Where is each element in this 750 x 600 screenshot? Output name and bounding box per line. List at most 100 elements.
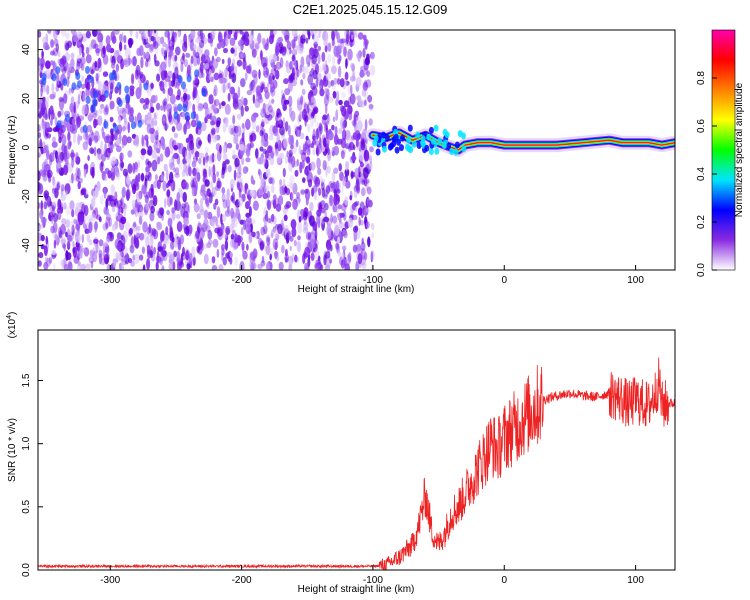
- noise-blob: [116, 232, 122, 240]
- noise-blob: [169, 171, 174, 184]
- noise-blob: [261, 37, 266, 46]
- noise-blob: [121, 153, 125, 160]
- noise-blob: [341, 184, 344, 196]
- noise-blob: [327, 53, 332, 64]
- noise-blob: [317, 72, 322, 82]
- noise-blob: [60, 83, 64, 91]
- noise-blob: [367, 236, 371, 248]
- noise-blob: [275, 203, 282, 212]
- noise-blob: [88, 75, 93, 84]
- noise-blob: [79, 90, 82, 97]
- noise-blob: [93, 130, 100, 142]
- noise-blob: [125, 189, 130, 201]
- noise-blob: [350, 75, 356, 82]
- noise-blob: [93, 43, 99, 50]
- noise-blob: [43, 245, 48, 257]
- noise-blob: [349, 37, 355, 47]
- noise-blob: [216, 180, 222, 189]
- noise-blob: [208, 60, 213, 72]
- noise-blob: [323, 254, 327, 266]
- noise-blob: [208, 136, 212, 145]
- noise-blob: [57, 51, 61, 58]
- noise-blob: [106, 263, 111, 270]
- noise-blob: [245, 148, 251, 157]
- noise-blob: [177, 31, 181, 38]
- noise-blob: [268, 54, 275, 64]
- noise-blob: [195, 37, 201, 44]
- noise-blob: [335, 109, 339, 121]
- noise-blob: [129, 88, 135, 97]
- noise-blob: [270, 68, 277, 76]
- chart-title: C2E1.2025.045.15.12.G09: [293, 2, 448, 17]
- noise-blob: [255, 85, 262, 96]
- noise-blob: [171, 209, 176, 221]
- noise-blob: [310, 96, 315, 103]
- noise-blob: [93, 135, 99, 144]
- noise-blob: [302, 227, 309, 234]
- noise-blob: [313, 41, 318, 49]
- noise-blob: [120, 198, 123, 206]
- noise-blob: [132, 221, 137, 228]
- noise-blob: [319, 30, 322, 34]
- noise-blob: [173, 152, 179, 160]
- noise-blob: [311, 86, 318, 96]
- noise-blob: [102, 45, 106, 55]
- noise-blob: [305, 37, 309, 44]
- noise-blob: [71, 82, 77, 91]
- noise-blob: [162, 41, 167, 47]
- noise-blob: [45, 235, 49, 245]
- noise-blob: [181, 179, 187, 190]
- noise-blob: [129, 85, 135, 91]
- noise-blob: [76, 113, 80, 123]
- noise-blob: [40, 93, 43, 102]
- noise-blob: [275, 46, 280, 57]
- noise-blob: [369, 51, 375, 60]
- noise-blob: [326, 224, 332, 237]
- noise-blob: [216, 42, 222, 50]
- noise-blob: [317, 45, 321, 52]
- y-tick-label: 1.0: [21, 436, 32, 450]
- noise-blob: [142, 30, 149, 40]
- noise-blob: [152, 111, 159, 122]
- noise-blob: [53, 262, 56, 270]
- noise-blob: [70, 149, 75, 161]
- noise-blob: [307, 138, 311, 148]
- noise-blob: [222, 233, 228, 239]
- noise-blob: [367, 199, 373, 208]
- noise-blob: [63, 93, 68, 104]
- noise-blob: [213, 154, 217, 163]
- noise-blob: [192, 103, 196, 114]
- noise-blob: [118, 204, 122, 213]
- noise-blob: [312, 184, 318, 194]
- noise-blob: [97, 57, 102, 69]
- noise-blob: [238, 163, 242, 176]
- noise-blob: [62, 164, 69, 176]
- signal-blob: [396, 138, 401, 146]
- noise-blob: [252, 200, 259, 211]
- noise-blob: [272, 74, 275, 81]
- noise-blob: [251, 69, 258, 78]
- noise-blob: [286, 150, 289, 158]
- noise-blob: [342, 120, 347, 130]
- noise-blob: [202, 192, 206, 201]
- noise-blob: [197, 221, 201, 228]
- noise-blob: [62, 78, 68, 87]
- colorbar-tick-label: 0.6: [696, 119, 707, 133]
- noise-blob: [105, 35, 111, 46]
- noise-blob: [88, 137, 92, 147]
- noise-blob: [150, 35, 155, 42]
- noise-blob: [241, 241, 245, 251]
- noise-blob: [69, 124, 74, 134]
- noise-blob: [170, 94, 176, 105]
- noise-blob: [70, 96, 75, 105]
- noise-blob: [65, 32, 70, 40]
- noise-blob: [265, 261, 270, 270]
- noise-blob: [67, 261, 73, 270]
- noise-blob: [302, 72, 306, 80]
- noise-blob: [288, 134, 294, 146]
- noise-blob: [231, 72, 237, 84]
- noise-blob: [236, 181, 240, 191]
- noise-blob: [60, 193, 67, 202]
- noise-blob: [284, 257, 288, 263]
- noise-blob: [204, 62, 210, 70]
